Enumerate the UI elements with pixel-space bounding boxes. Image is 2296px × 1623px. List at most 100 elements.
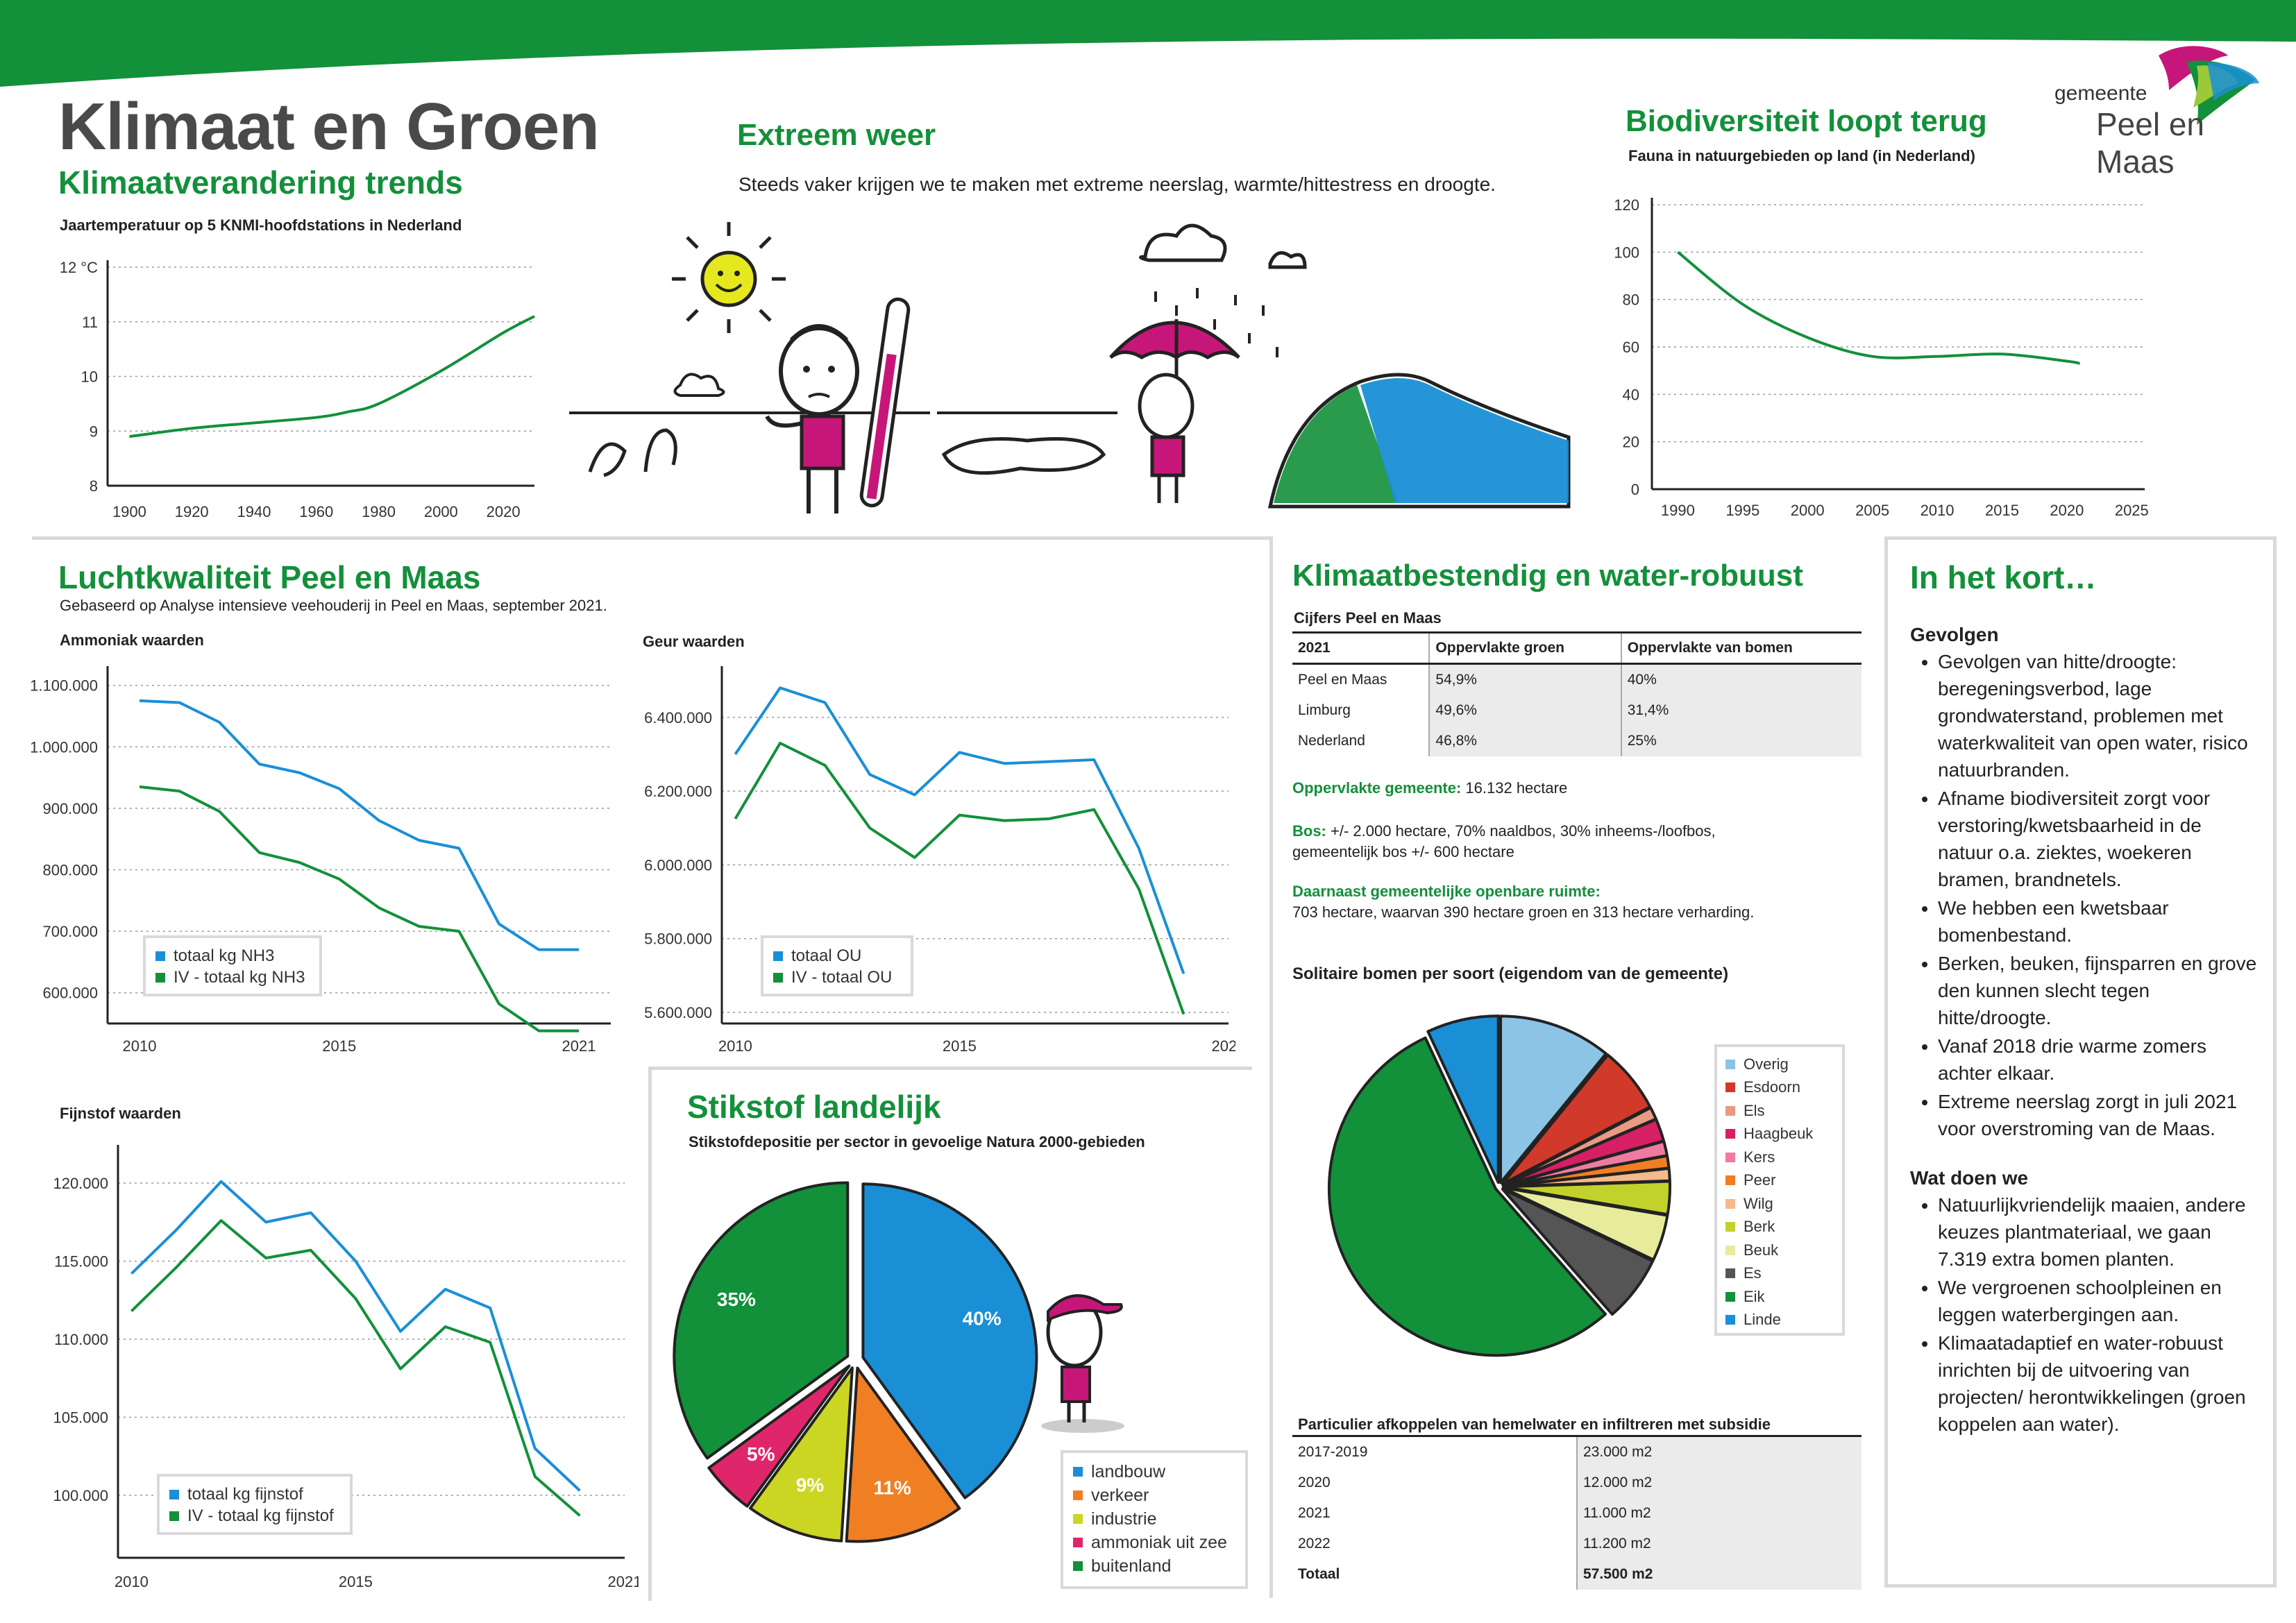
x-tick-label: 2015 — [339, 1573, 373, 1590]
legend-label: IV - totaal OU — [791, 967, 893, 987]
legend-swatch — [1725, 1175, 1735, 1186]
fijnstof-chart-title: Fijnstof waarden — [60, 1105, 181, 1122]
table-cell: 2020 — [1298, 1475, 1331, 1490]
table-cell: 11.000 m2 — [1576, 1498, 1862, 1529]
table-row: Limburg 49,6% 31,4% — [1292, 695, 1862, 726]
legend-item: Wilg — [1725, 1192, 1834, 1216]
bio-chart: 0 20 40 60 80 100 120 1990 1995 2000 2005 2010 2015 2… — [1614, 196, 2149, 519]
legend-item: Els — [1725, 1099, 1834, 1123]
y-tick-label: 120 — [1614, 196, 1639, 214]
page-title: Klimaat en Groen — [58, 90, 600, 164]
legend-swatch — [169, 1511, 179, 1521]
pie-slice — [673, 1181, 850, 1460]
list-item: Extreme neerslag zorgt in juli 2021 voor… — [1938, 1088, 2257, 1142]
table-cell: 40% — [1620, 663, 1862, 695]
pie-slice — [748, 1366, 854, 1543]
fijnstof-chart: 100.000 105.000 110.000 115.000 120.000 2010 2… — [53, 1145, 639, 1590]
table-cell: 2022 — [1298, 1536, 1331, 1552]
divider — [32, 536, 1273, 540]
bos-label: Bos: — [1292, 822, 1326, 840]
legend-label: IV - totaal kg fijnstof — [187, 1506, 334, 1525]
legend-label: Els — [1744, 1101, 1765, 1119]
legend-swatch — [1725, 1059, 1735, 1069]
pie-slice — [1501, 1187, 1655, 1316]
x-tick-label: 1900 — [112, 503, 146, 520]
section-title-stikstof: Stikstof landelijk — [687, 1089, 941, 1125]
bomen-legend: Overig Esdoorn Els Haagbeuk Kers Peer Wilg Berk… — [1714, 1044, 1845, 1336]
table-cell: 11.200 m2 — [1576, 1529, 1862, 1559]
legend-label: buitenland — [1091, 1556, 1172, 1576]
legend-swatch — [773, 951, 783, 961]
series-line — [130, 1180, 581, 1492]
logo-mark-icon — [2159, 46, 2259, 125]
table-row: 2021 11.000 m2 — [1292, 1498, 1862, 1529]
table-cell: 2021 — [1298, 1505, 1331, 1521]
series-line — [734, 742, 1185, 1015]
ammoniak-chart-title: Ammoniak waarden — [60, 631, 204, 649]
klimaat-table: 2021 Oppervlakte groen Oppervlakte van bom… — [1292, 631, 1862, 756]
in-het-kort-panel — [1884, 536, 2277, 1588]
list-item: Natuurlijkvriendelijk maaien, andere keu… — [1938, 1191, 2257, 1273]
y-tick-label: 9 — [90, 423, 98, 440]
y-tick-label: 40 — [1623, 386, 1639, 403]
series-line — [1677, 250, 2081, 365]
legend-item: Beuk — [1725, 1239, 1834, 1262]
temp-chart-title: Jaartemperatuur op 5 KNMI-hoofdstations … — [60, 216, 462, 234]
list-item: We hebben een kwetsbaar bomenbestand. — [1938, 894, 2257, 949]
legend-label: Es — [1744, 1264, 1762, 1282]
legend-swatch — [1073, 1467, 1083, 1477]
legend-item: Es — [1725, 1262, 1834, 1286]
legend-swatch — [1725, 1082, 1735, 1093]
legend-swatch — [1725, 1129, 1735, 1139]
table-header-cell: Oppervlakte groen — [1428, 631, 1621, 665]
legend-swatch — [155, 951, 165, 961]
x-tick-label: 2015 — [322, 1037, 356, 1055]
legend-label: landbouw — [1091, 1461, 1166, 1481]
y-tick-label: 120.000 — [53, 1175, 108, 1192]
y-tick-label: 5.800.000 — [644, 931, 712, 948]
legend-label: totaal OU — [791, 946, 862, 965]
extreem-weer-text: Steeds vaker krijgen we te maken met ext… — [738, 173, 1496, 195]
in-het-kort-content: Gevolgen Gevolgen van hitte/droogte: ber… — [1910, 621, 2257, 1439]
x-tick-label: 2025 — [2115, 502, 2149, 519]
geur-legend: totaal OU IV - totaal OU — [761, 935, 913, 996]
pie-slice — [845, 1366, 961, 1543]
legend-swatch — [1725, 1198, 1735, 1209]
y-tick-label: 100.000 — [53, 1487, 108, 1504]
flood-hill-icon — [1267, 373, 1571, 509]
luchtkwaliteit-subtitle: Gebaseerd op Analyse intensieve veehoude… — [60, 597, 607, 614]
list-item: Klimaatadaptief en water-robuust inricht… — [1938, 1329, 2257, 1438]
y-tick-label: 10 — [81, 368, 98, 386]
legend-label: industrie — [1091, 1509, 1157, 1529]
legend-label: Kers — [1744, 1148, 1775, 1166]
gevolgen-title: Gevolgen — [1910, 624, 1999, 645]
x-tick-label: 1920 — [175, 503, 209, 520]
section-title-extreem-weer: Extreem weer — [737, 118, 936, 152]
x-tick-label: 2010 — [1921, 502, 1955, 519]
list-item: Gevolgen van hitte/droogte: beregeningsv… — [1938, 648, 2257, 783]
x-tick-label: 2005 — [1855, 502, 1889, 519]
section-title-klimaatbestendig: Klimaatbestendig en water-robuust — [1292, 559, 1803, 593]
y-tick-label: 80 — [1623, 291, 1639, 309]
pie-slice — [707, 1364, 851, 1508]
table-cell: 2017-2019 — [1292, 1435, 1577, 1468]
y-tick-label: 105.000 — [53, 1409, 108, 1427]
legend-swatch — [1725, 1152, 1735, 1162]
table-row: Nederland 46,8% 25% — [1292, 726, 1862, 756]
legend-item: Eik — [1725, 1285, 1834, 1309]
legend-label: Overig — [1744, 1055, 1789, 1073]
openbare-ruimte: Daarnaast gemeentelijke openbare ruimte:… — [1292, 881, 1754, 923]
logo-small-text: gemeente — [2054, 82, 2147, 105]
section-title-biodiversiteit: Biodiversiteit loopt terug — [1626, 104, 1987, 138]
section-title-in-het-kort: In het kort… — [1910, 559, 2097, 595]
table-row: 2020 12.000 m2 — [1292, 1468, 1862, 1498]
x-tick-label: 2015 — [943, 1037, 977, 1055]
x-tick-label: 1990 — [1661, 502, 1695, 519]
x-tick-label: 2010 — [123, 1037, 157, 1055]
cloud-icon — [673, 373, 725, 397]
legend-swatch — [1073, 1561, 1083, 1571]
stikstof-pie-chart: 40% 11% 9% 5% 35% — [673, 1181, 1038, 1543]
legend-swatch — [155, 972, 165, 983]
legend-item: Kers — [1725, 1146, 1834, 1169]
table-row: Peel en Maas 54,9% 40% — [1292, 663, 1862, 695]
